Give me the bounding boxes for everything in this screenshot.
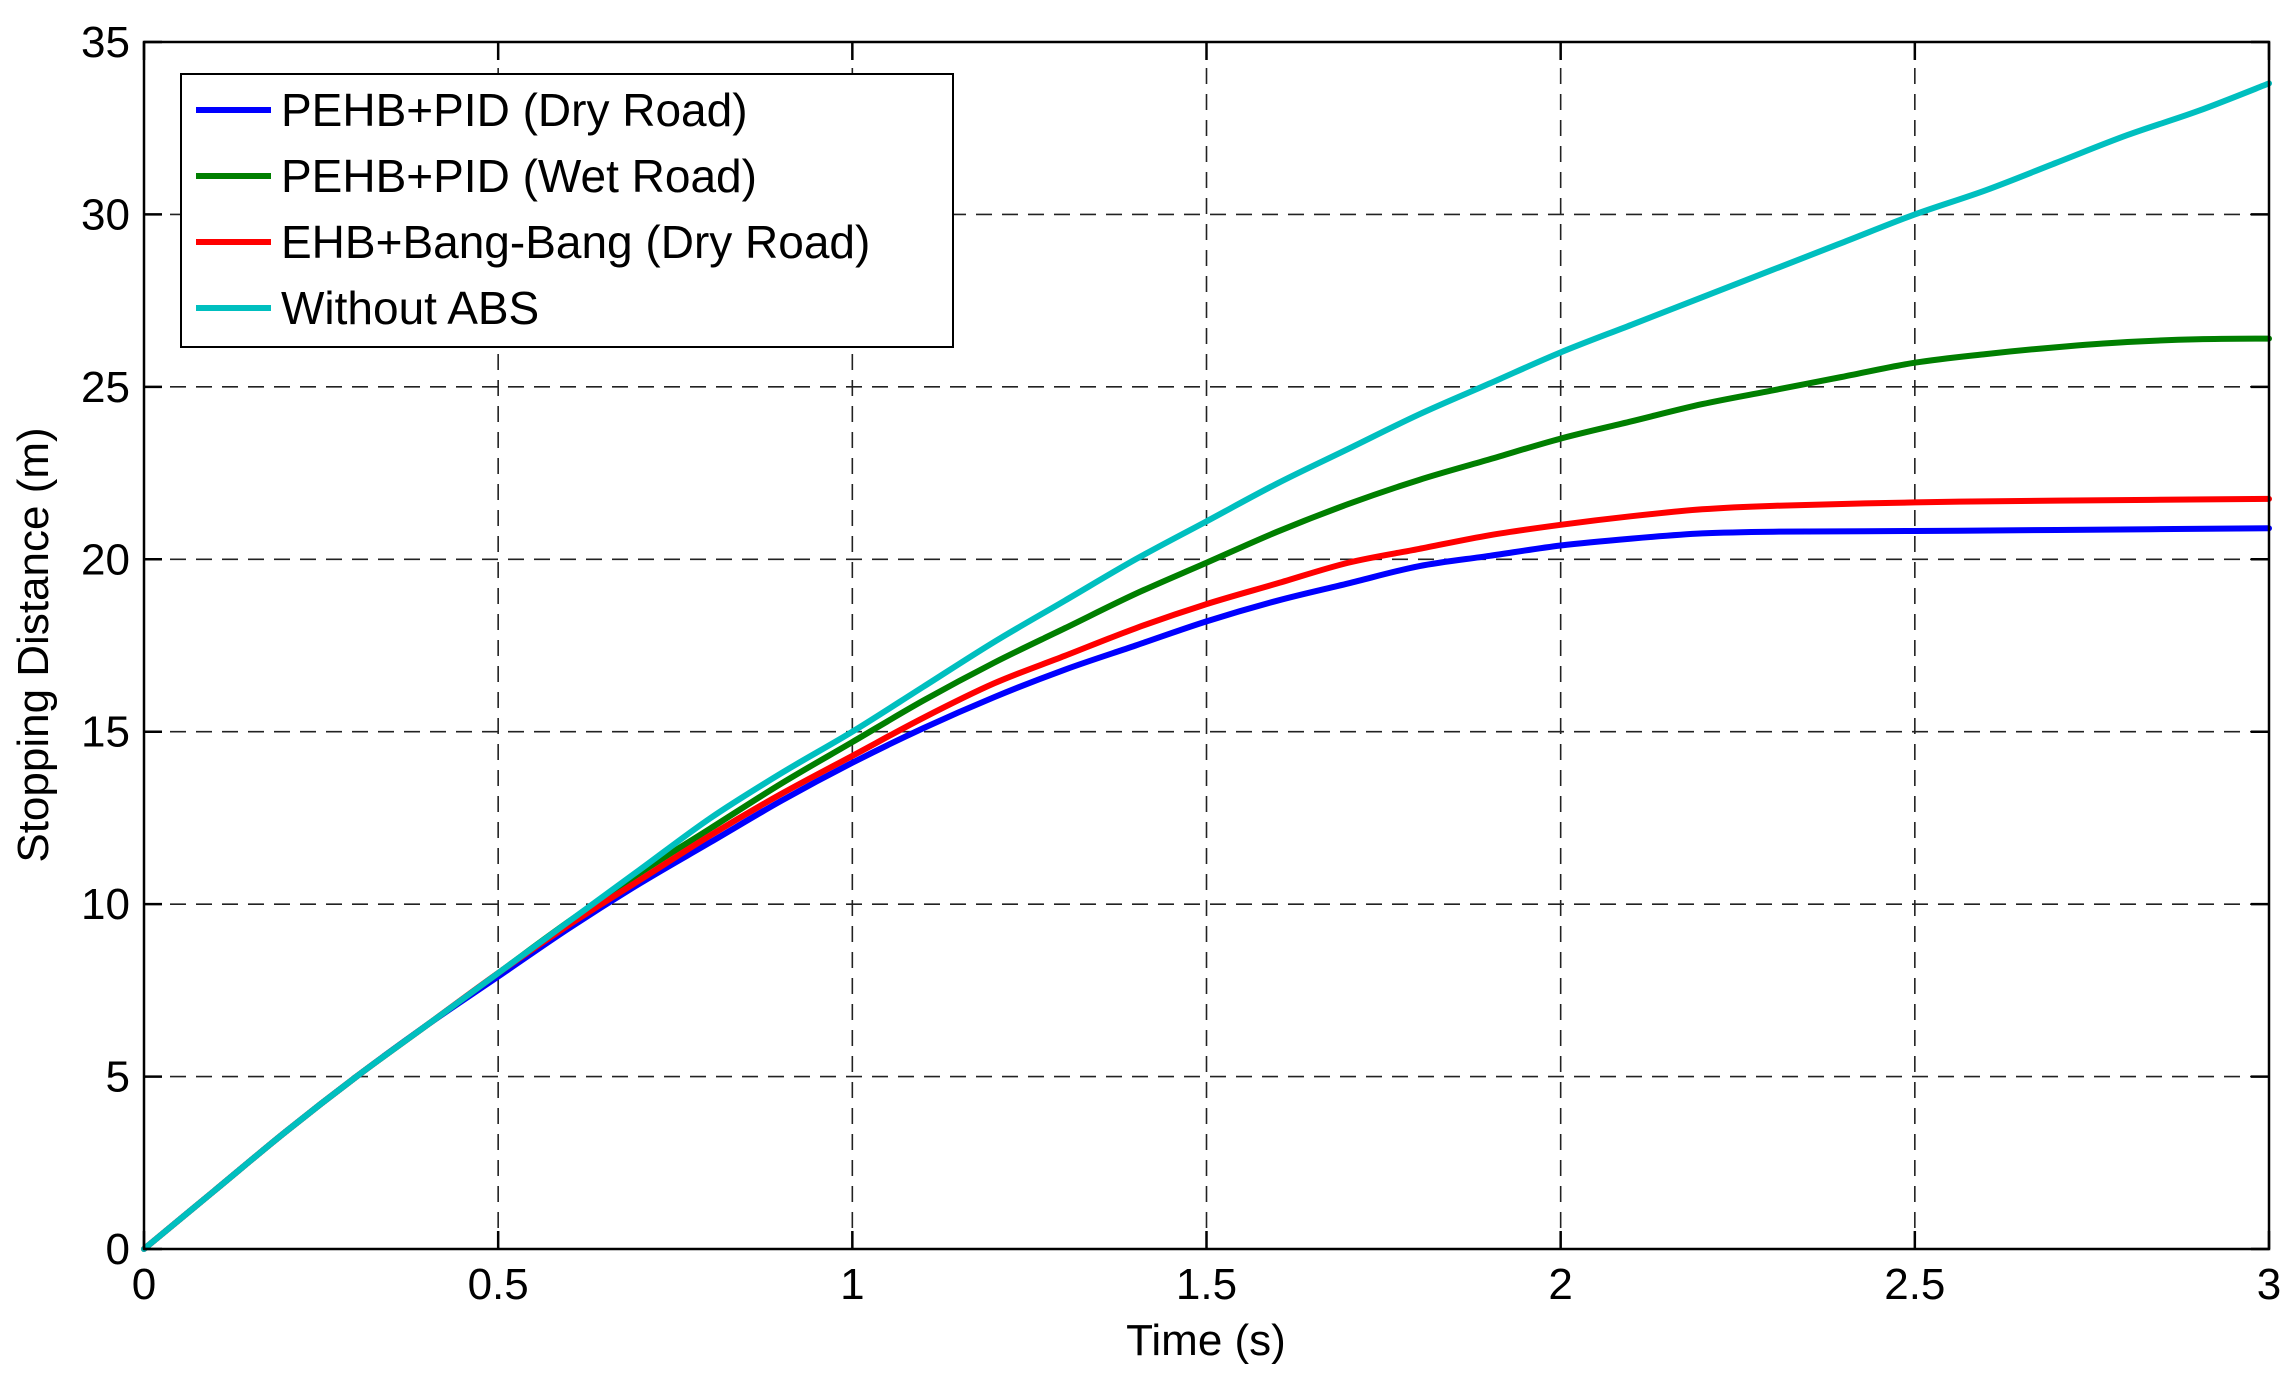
y-tick-label: 30	[81, 190, 130, 239]
y-tick-label: 25	[81, 363, 130, 412]
y-axis-label: Stopping Distance (m)	[9, 427, 58, 862]
y-tick-label: 10	[81, 880, 130, 929]
y-tick-labels: 0 5 10 15 20 25 30 35	[81, 18, 130, 1274]
x-tick-label: 0	[132, 1260, 156, 1309]
legend-label-3: EHB+Bang-Bang (Dry Road)	[281, 216, 870, 268]
x-tick-label: 2	[1548, 1260, 1572, 1309]
legend-box	[180, 73, 954, 348]
y-tick-label: 5	[106, 1053, 130, 1102]
x-tick-label: 2.5	[1884, 1260, 1945, 1309]
y-tick-label: 0	[106, 1225, 130, 1274]
axis-ticks	[142, 40, 2271, 1251]
y-tick-label: 15	[81, 708, 130, 757]
x-tick-labels: 0 0.5 1 1.5 2 2.5 3	[132, 1260, 2281, 1309]
legend-label-2: PEHB+PID (Wet Road)	[281, 150, 757, 202]
y-tick-label: 35	[81, 18, 130, 67]
series-lines	[141, 80, 2272, 1252]
legend-label-4: Without ABS	[281, 282, 539, 334]
series-line-4	[141, 80, 2272, 1252]
x-tick-label: 1	[840, 1260, 864, 1309]
legend: PEHB+PID (Dry Road) PEHB+PID (Wet Road) EH…	[180, 73, 954, 348]
x-tick-label: 1.5	[1176, 1260, 1237, 1309]
x-axis-label: Time (s)	[1126, 1316, 1286, 1365]
x-tick-label: 3	[2257, 1260, 2281, 1309]
legend-label-1: PEHB+PID (Dry Road)	[281, 84, 748, 136]
x-tick-label: 0.5	[468, 1260, 529, 1309]
y-tick-label: 20	[81, 535, 130, 584]
